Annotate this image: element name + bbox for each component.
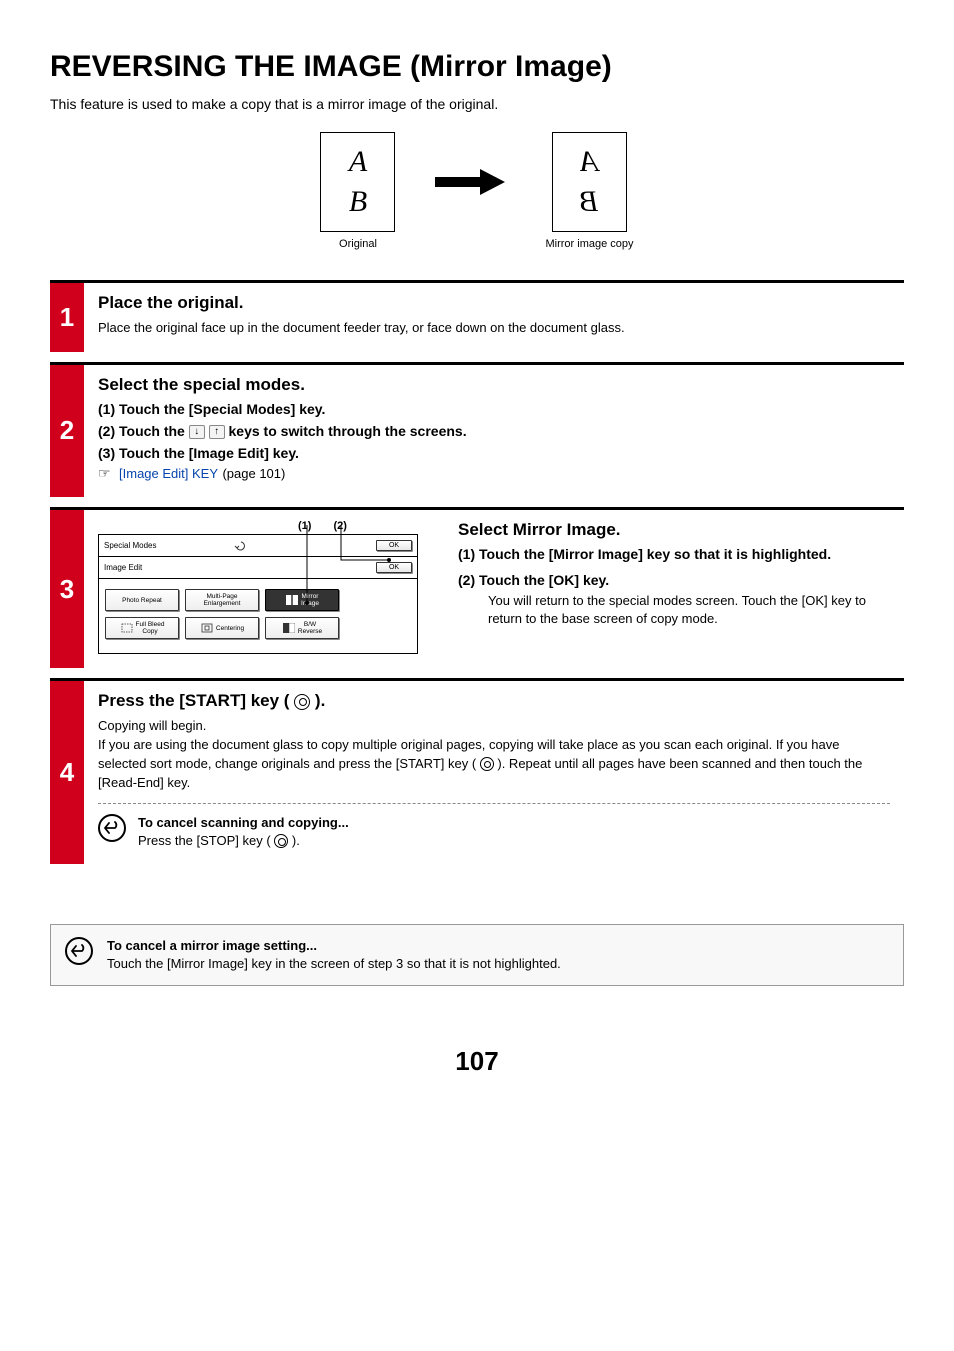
page-ref: (page 101) (222, 466, 285, 481)
step-3-right: Select Mirror Image. (1) Touch the [Mirr… (458, 520, 890, 628)
cancel-note-box: To cancel a mirror image setting... Touc… (50, 924, 904, 986)
ok-button-top[interactable]: OK (376, 540, 412, 551)
panel-subheader: Image Edit OK (99, 557, 417, 579)
mirror-image-button[interactable]: Mirror Image (265, 589, 339, 611)
centering-icon (200, 621, 214, 635)
undo-icon (232, 539, 248, 553)
panel-sub-title: Image Edit (104, 563, 240, 572)
step-3-sub1: (1) Touch the [Mirror Image] key so that… (458, 546, 890, 562)
step-2-ref: ☞ [Image Edit] KEY (page 101) (98, 465, 890, 483)
step-4-line1: Copying will begin. (98, 717, 890, 736)
step-2-sub3: (3) Touch the [Image Edit] key. (98, 445, 890, 461)
letter-b: B (349, 185, 367, 219)
original-diagram: A B Original (320, 132, 395, 250)
step-2-sub2b: keys to switch through the screens. (229, 423, 467, 439)
cancel-tip: To cancel scanning and copying... Press … (98, 814, 890, 850)
bw-reverse-button[interactable]: B/W Reverse (265, 617, 339, 639)
full-bleed-label: Full Bleed Copy (136, 621, 165, 635)
centering-button[interactable]: Centering (185, 617, 259, 639)
stop-key-icon (274, 834, 288, 848)
step-3-title: Select Mirror Image. (458, 520, 890, 540)
step-4-title: Press the [START] key ( ). (98, 691, 890, 711)
intro-text: This feature is used to make a copy that… (50, 96, 904, 112)
mirror-diagram: A B Mirror image copy (545, 132, 633, 250)
panel-screenshot: (1) (2) Special Modes OK Image Edit (98, 520, 428, 654)
step-3: 3 (1) (2) Special Modes OK Image E (50, 507, 904, 668)
step-4-title-a: Press the [START] key ( (98, 691, 294, 710)
page-title: REVERSING THE IMAGE (Mirror Image) (50, 50, 904, 84)
diagram-row: A B Original A B Mirror image copy (50, 132, 904, 250)
panel-header: Special Modes OK (99, 535, 417, 557)
letter-a: A (349, 145, 367, 179)
full-bleed-icon (120, 621, 134, 635)
step-4-number: 4 (50, 681, 84, 864)
step-2-sub1: (1) Touch the [Special Modes] key. (98, 401, 890, 417)
special-modes-panel: Special Modes OK Image Edit OK Photo Re (98, 534, 418, 654)
arrow-icon (435, 167, 505, 197)
letter-b-mirror: B (580, 185, 598, 219)
step-1-title: Place the original. (98, 293, 890, 313)
cancel-note-text: Touch the [Mirror Image] key in the scre… (107, 956, 561, 971)
multi-page-label: Multi-Page Enlargement (204, 593, 241, 607)
panel-header-title: Special Modes (104, 541, 228, 550)
up-key-icon: ↑ (209, 425, 225, 439)
multi-page-button[interactable]: Multi-Page Enlargement (185, 589, 259, 611)
cancel-tip-title: To cancel scanning and copying... (138, 815, 349, 830)
step-4-line2: If you are using the document glass to c… (98, 736, 890, 793)
full-bleed-button[interactable]: Full Bleed Copy (105, 617, 179, 639)
image-edit-key-link[interactable]: [Image Edit] KEY (119, 466, 218, 481)
original-caption: Original (320, 238, 395, 250)
photo-repeat-label: Photo Repeat (122, 597, 162, 604)
letter-a-mirror: A (580, 145, 598, 179)
mirror-caption: Mirror image copy (545, 238, 633, 250)
back-icon (98, 814, 126, 842)
page-number: 107 (50, 1046, 904, 1077)
photo-repeat-button[interactable]: Photo Repeat (105, 589, 179, 611)
step-2-sub2a: (2) Touch the (98, 423, 189, 439)
mirror-icon (285, 593, 299, 607)
step-3-sub2-desc: You will return to the special modes scr… (488, 592, 890, 628)
step-2-title: Select the special modes. (98, 375, 890, 395)
cancel-tip-text-b: ). (288, 833, 300, 848)
start-key-icon-inline (480, 757, 494, 771)
step-2-sub2: (2) Touch the ↓ ↑ keys to switch through… (98, 423, 890, 439)
step-2: 2 Select the special modes. (1) Touch th… (50, 362, 904, 497)
mirror-page-box: A B (552, 132, 627, 232)
dash-separator (98, 803, 890, 804)
step-3-sub2: (2) Touch the [OK] key. (458, 572, 890, 588)
bw-label: B/W Reverse (298, 621, 322, 635)
down-key-icon: ↓ (189, 425, 205, 439)
step-4-title-b: ). (310, 691, 325, 710)
step-1-number: 1 (50, 283, 84, 352)
start-key-icon (294, 694, 310, 710)
panel-body: Photo Repeat Multi-Page Enlargement Mirr… (99, 579, 417, 653)
pointer-icon: ☞ (98, 465, 111, 481)
step-2-number: 2 (50, 365, 84, 497)
centering-label: Centering (216, 625, 244, 632)
step-4: 4 Press the [START] key ( ). Copying wil… (50, 678, 904, 864)
step-1-text: Place the original face up in the docume… (98, 319, 890, 338)
back-icon-note (65, 937, 93, 965)
step-3-number: 3 (50, 510, 84, 668)
step-1: 1 Place the original. Place the original… (50, 280, 904, 352)
cancel-tip-text-a: Press the [STOP] key ( (138, 833, 274, 848)
original-page-box: A B (320, 132, 395, 232)
ok-button-sub[interactable]: OK (376, 562, 412, 573)
cancel-note-title: To cancel a mirror image setting... (107, 938, 317, 953)
bw-icon (282, 621, 296, 635)
